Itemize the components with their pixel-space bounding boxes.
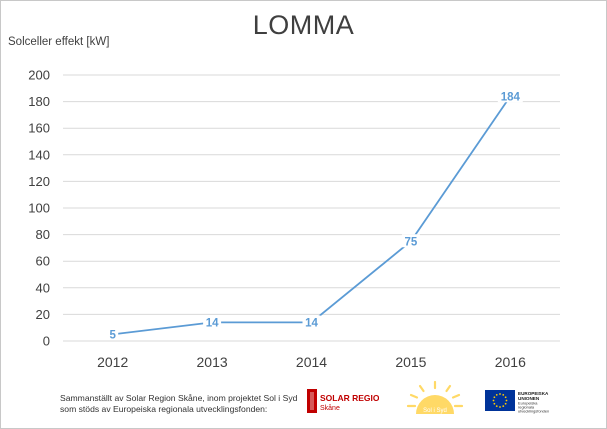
y-tick-label: 60: [36, 254, 50, 269]
footer-line-1: Sammanställt av Solar Region Skåne, inom…: [60, 393, 298, 403]
sun-icon: [406, 380, 464, 408]
solar-region-mark-stripe: [310, 392, 314, 410]
eu-star-icon: [504, 402, 507, 405]
data-label-background: [497, 89, 523, 103]
y-tick-label: 40: [36, 280, 50, 295]
eu-star-icon: [505, 399, 508, 402]
y-tick-label: 140: [28, 147, 50, 162]
eu-text-4: regionala: [518, 405, 535, 410]
data-label: 14: [206, 317, 219, 329]
x-tick-label: 2016: [495, 354, 526, 370]
x-tick-label: 2014: [296, 354, 327, 370]
eu-star-icon: [502, 405, 505, 408]
sun-disc: [416, 395, 454, 414]
y-tick-label: 0: [43, 334, 50, 349]
footer-note: Sammanställt av Solar Region Skåne, inom…: [60, 393, 297, 414]
line-chart: 0 20 40 60 80 100 120 140 160 180 200 2012 2013 2014 2…: [28, 68, 560, 370]
y-tick-label: 160: [28, 121, 50, 136]
y-tick-label: 180: [28, 94, 50, 109]
y-tick-label: 20: [36, 307, 50, 322]
eu-star-icon: [499, 393, 501, 395]
y-tick-label: 120: [28, 174, 50, 189]
eu-text-1: EUROPEISKA: [518, 391, 549, 396]
solar-region-sub-text: Skåne: [320, 404, 340, 412]
eu-star-icon: [504, 396, 507, 399]
data-label-background: [401, 234, 420, 248]
eu-star-icon: [495, 405, 498, 408]
data-label: 75: [405, 236, 418, 248]
y-axis-label: Solceller effekt [kW]: [8, 36, 110, 48]
eu-text-3: Europeiska: [518, 401, 538, 406]
solar-region-text: SOLAR REGION: [320, 393, 379, 403]
solar-region-mark: [307, 389, 317, 413]
x-tick-label: 2012: [97, 354, 128, 370]
eu-flag-icon: [485, 390, 515, 411]
eu-star-icon: [495, 393, 498, 396]
eu-star-icon: [499, 406, 501, 408]
chart-title: LOMMA: [252, 10, 355, 40]
data-label: 14: [305, 317, 318, 329]
y-tick-label: 100: [28, 201, 50, 216]
eu-star-icon: [493, 402, 496, 405]
data-label: 184: [501, 91, 521, 103]
eu-stars: [492, 393, 508, 408]
x-tick-label: 2015: [395, 354, 426, 370]
eu-star-icon: [493, 396, 496, 399]
footer-line-2: som stöds av Europeiska regionala utveck…: [60, 403, 268, 414]
eu-star-icon: [502, 393, 505, 396]
data-label-background: [302, 315, 321, 329]
data-label-background: [203, 315, 222, 329]
series-line: [112, 95, 512, 336]
eu-star-icon: [492, 399, 495, 402]
y-tick-label: 200: [28, 68, 50, 83]
data-label: 5: [109, 329, 116, 341]
sol-i-syd-logo: Sol i Syd: [406, 380, 464, 414]
eu-text-5: utvecklingsfonden: [518, 409, 549, 414]
solar-region-skane-logo: SOLAR REGION Skåne: [307, 389, 379, 413]
x-tick-label: 2013: [197, 354, 228, 370]
eu-text-2: UNIONEN: [518, 396, 540, 401]
y-tick-label: 80: [36, 227, 50, 242]
data-label-background: [107, 327, 119, 341]
eu-logo: EUROPEISKA UNIONEN Europeiska regionala …: [485, 390, 549, 414]
sol-i-syd-text: Sol i Syd: [423, 408, 447, 414]
